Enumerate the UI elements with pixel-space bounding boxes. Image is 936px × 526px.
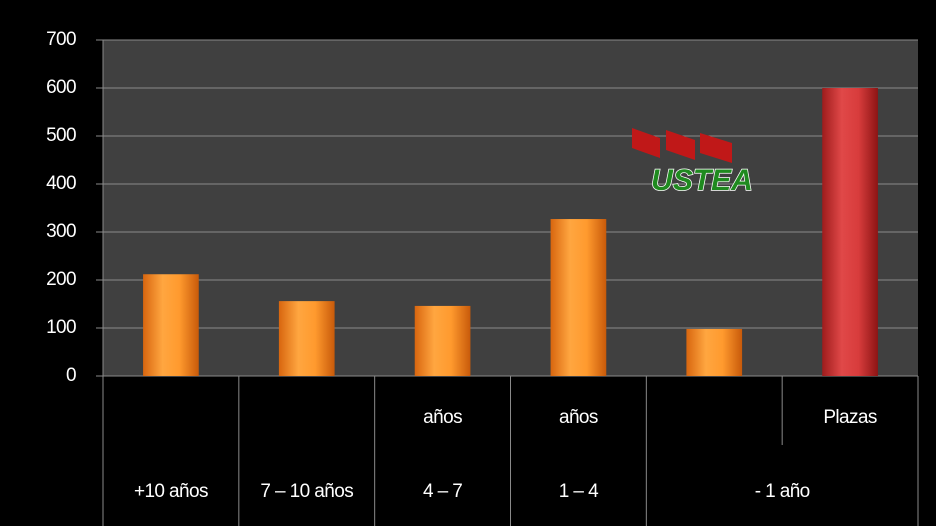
x-group-label: 1 – 4 <box>559 481 599 502</box>
x-group-label: - 1 año <box>755 481 810 502</box>
y-tick-label: 400 <box>46 173 76 194</box>
x-group-label: 7 – 10 años <box>260 481 353 502</box>
x-tick-label: años <box>423 407 462 428</box>
x-tick-label: Plazas <box>823 407 877 428</box>
y-tick-label: 700 <box>46 29 76 50</box>
logo: USTEA <box>632 128 754 198</box>
plot-area <box>103 40 918 376</box>
bar <box>278 301 335 376</box>
y-tick-label: 200 <box>46 269 76 290</box>
logo-text: USTEA <box>651 164 753 197</box>
bar <box>822 88 878 376</box>
y-tick-label: 500 <box>46 125 76 146</box>
x-group-label: +10 años <box>134 481 208 502</box>
y-tick-label: 600 <box>46 77 76 98</box>
bar <box>143 274 199 376</box>
bar <box>550 219 607 376</box>
y-tick-label: 100 <box>46 317 76 338</box>
y-tick-label: 0 <box>66 365 76 386</box>
x-tick-label: años <box>559 407 598 428</box>
x-group-label: 4 – 7 <box>423 481 462 502</box>
bar <box>414 305 471 376</box>
y-tick-label: 300 <box>46 221 76 242</box>
bar <box>686 328 743 376</box>
